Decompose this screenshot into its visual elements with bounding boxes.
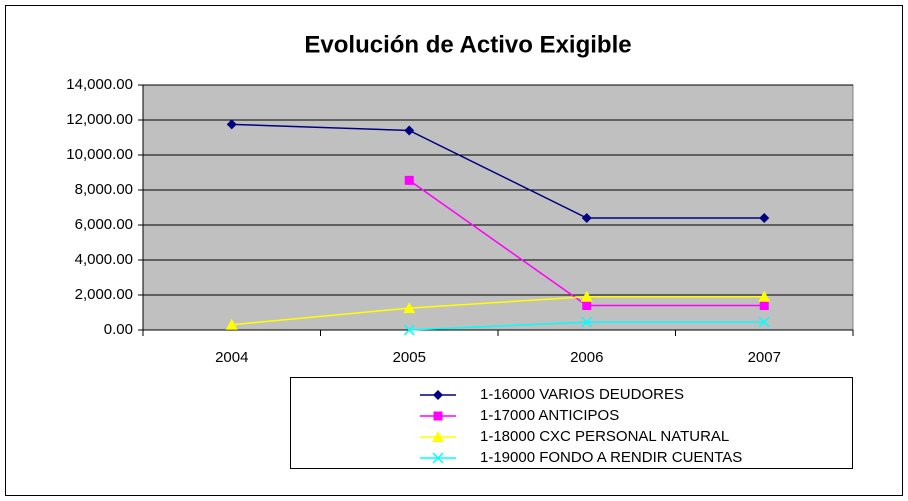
- marker: [581, 316, 593, 328]
- marker: [404, 125, 415, 136]
- series-line: [231, 296, 765, 326]
- legend-label: 1-16000 VARIOS DEUDORES: [480, 386, 684, 403]
- marker: [759, 213, 770, 223]
- marker: [226, 119, 237, 130]
- marker: [404, 175, 414, 185]
- marker: [759, 301, 769, 310]
- y-tick-label: 8,000.00: [75, 181, 133, 198]
- marker: [758, 290, 771, 302]
- legend-label: 1-19000 FONDO A RENDIR CUENTAS: [480, 449, 742, 466]
- chart-title: Evolución de Activo Exigible: [304, 31, 631, 58]
- marker: [433, 411, 443, 421]
- y-tick-label: 14,000.00: [66, 76, 133, 93]
- legend-label: 1-18000 CXC PERSONAL NATURAL: [480, 428, 729, 445]
- y-tick-label: 10,000.00: [66, 146, 133, 163]
- marker: [580, 290, 593, 302]
- y-tick-label: 12,000.00: [66, 111, 133, 128]
- marker: [403, 324, 415, 336]
- x-tick-label: 2005: [393, 349, 426, 366]
- plot-area: [142, 84, 854, 331]
- series-line: [231, 123, 765, 219]
- x-tick-label: 2006: [570, 349, 603, 366]
- x-tick-label: 2004: [215, 349, 248, 366]
- y-tick-label: 2,000.00: [75, 286, 133, 303]
- marker: [758, 316, 770, 328]
- marker: [432, 452, 444, 464]
- legend: [290, 377, 853, 469]
- marker: [432, 431, 444, 442]
- y-tick-label: 0.00: [104, 321, 133, 338]
- marker: [581, 213, 592, 223]
- legend-label: 1-17000 ANTICIPOS: [480, 407, 619, 424]
- y-tick-label: 4,000.00: [75, 251, 133, 268]
- marker: [403, 302, 416, 314]
- marker: [582, 301, 592, 310]
- marker: [433, 390, 443, 400]
- y-tick-label: 6,000.00: [75, 216, 133, 233]
- x-tick-label: 2007: [748, 349, 781, 366]
- marker: [225, 318, 238, 330]
